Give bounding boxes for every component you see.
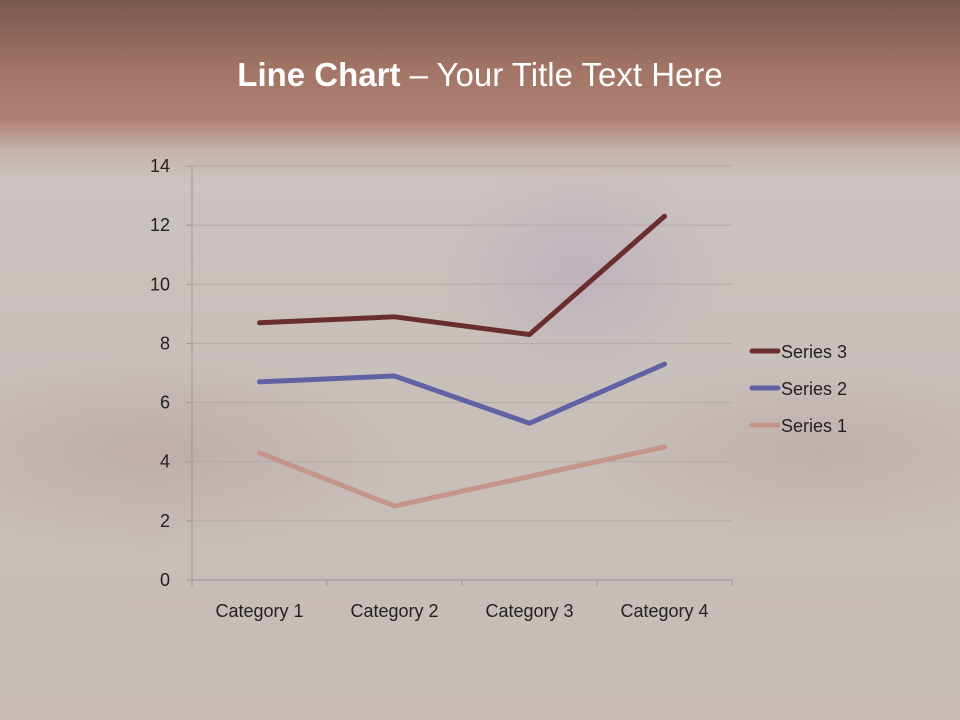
y-tick-label: 8 bbox=[160, 333, 170, 353]
legend-label: Series 2 bbox=[781, 379, 847, 399]
slide-title: Line Chart – Your Title Text Here bbox=[0, 56, 960, 94]
x-tick-label: Category 1 bbox=[215, 601, 303, 621]
series-line-series-1 bbox=[257, 444, 667, 509]
y-tick-label: 12 bbox=[150, 215, 170, 235]
y-tick-label: 10 bbox=[150, 274, 170, 294]
x-tick-label: Category 4 bbox=[620, 601, 708, 621]
legend-label: Series 1 bbox=[781, 416, 847, 436]
background-photo bbox=[0, 150, 960, 720]
series-line-series-3 bbox=[257, 213, 667, 338]
title-rest: – Your Title Text Here bbox=[400, 56, 723, 93]
x-tick-label: Category 2 bbox=[350, 601, 438, 621]
y-tick-label: 14 bbox=[150, 156, 170, 176]
y-tick-label: 4 bbox=[160, 452, 170, 472]
series-line-series-2 bbox=[257, 361, 667, 426]
y-tick-label: 2 bbox=[160, 511, 170, 531]
title-bold: Line Chart bbox=[237, 56, 401, 93]
legend-label: Series 3 bbox=[781, 342, 847, 362]
y-tick-label: 6 bbox=[160, 393, 170, 413]
y-tick-label: 0 bbox=[160, 570, 170, 590]
x-tick-label: Category 3 bbox=[485, 601, 573, 621]
